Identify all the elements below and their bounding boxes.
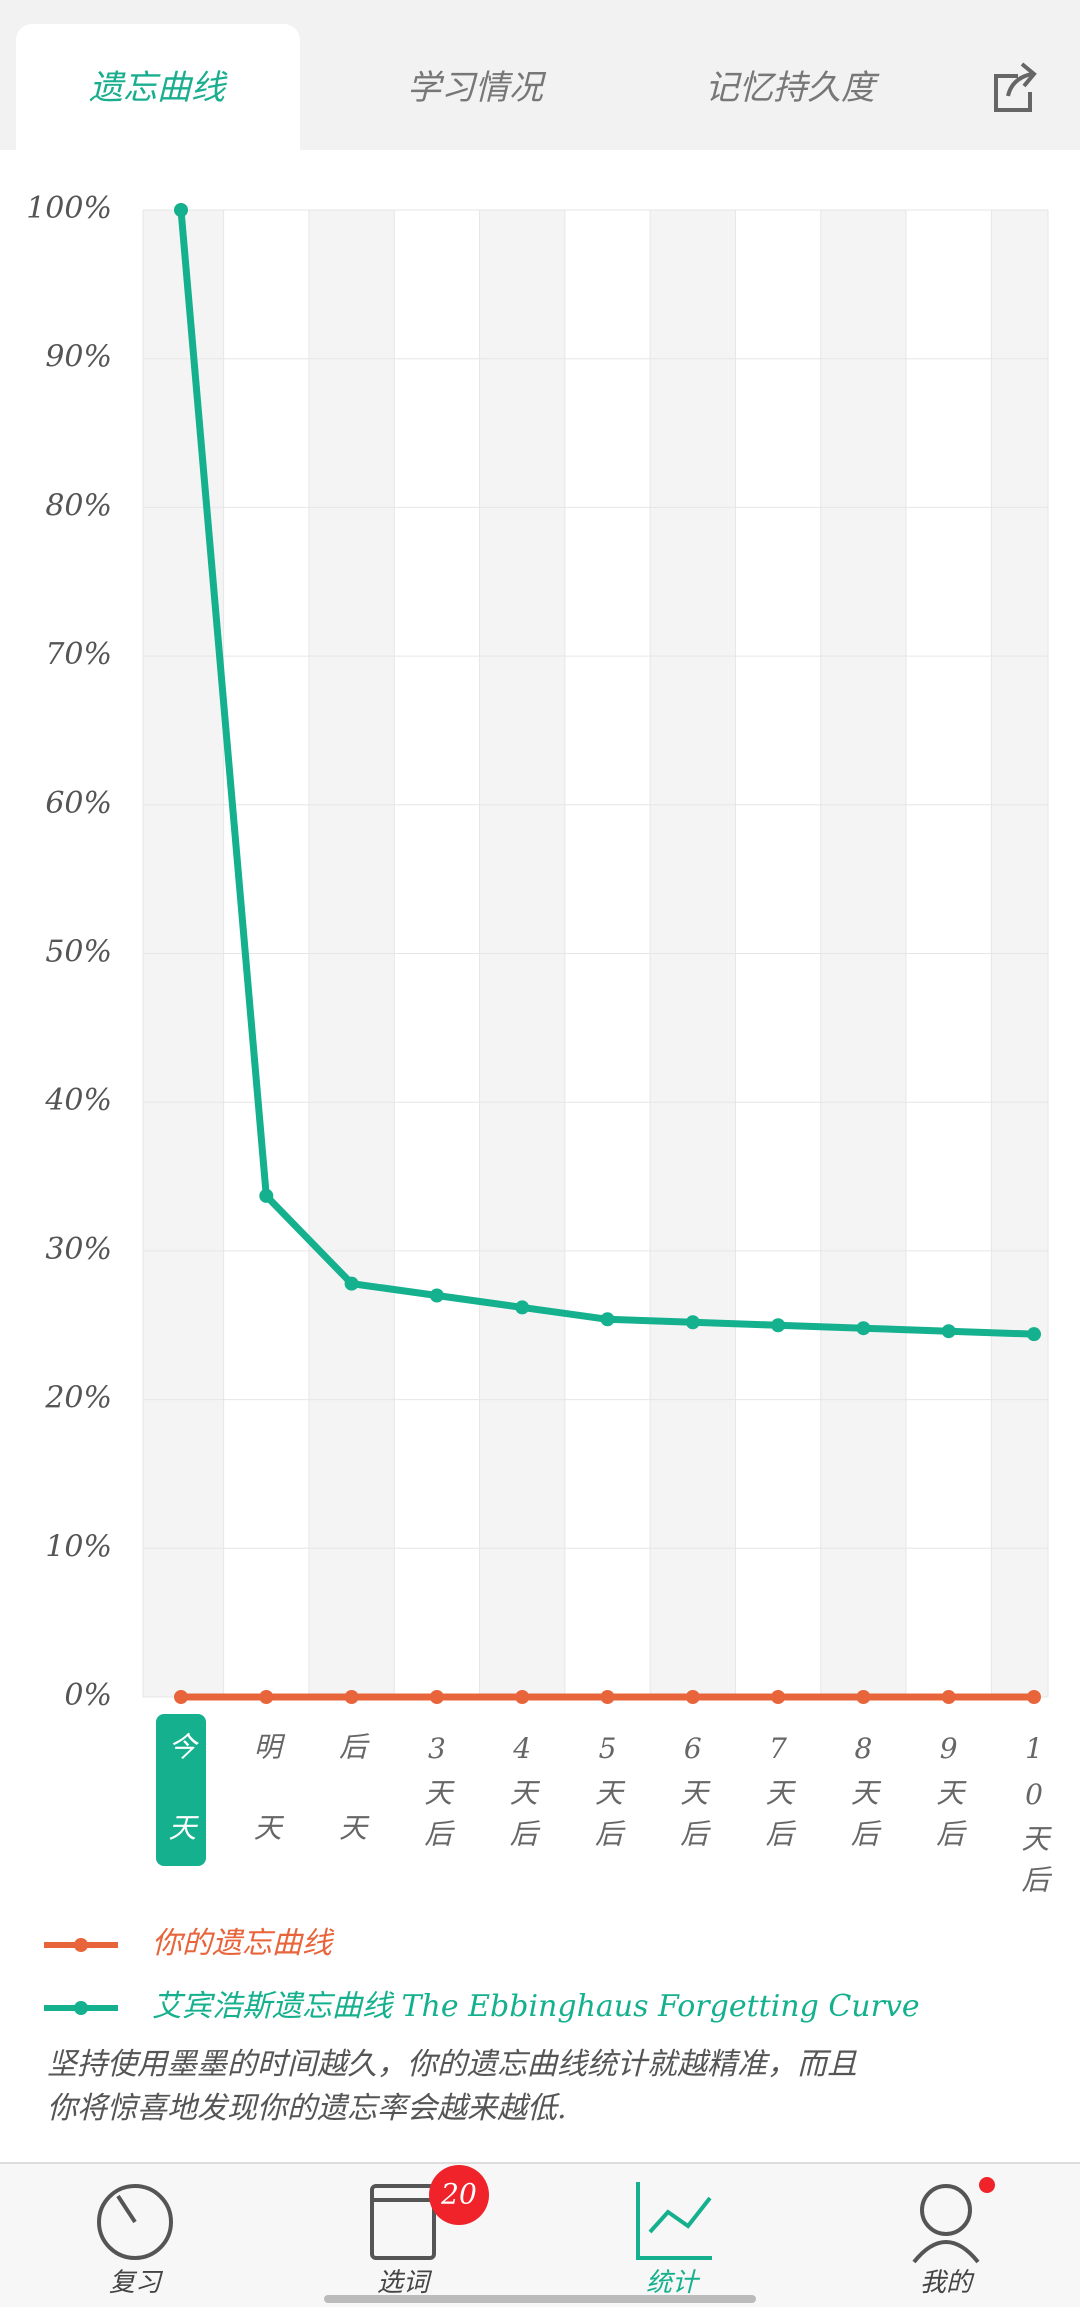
y-tick-label: 50% — [45, 935, 112, 970]
nav-icons — [97, 2182, 980, 2264]
point — [515, 1300, 530, 1315]
y-tick-label: 90% — [45, 340, 112, 375]
x-tick-label: 今天 — [165, 1732, 198, 1894]
point — [259, 1188, 274, 1203]
dot — [979, 2177, 995, 2193]
x-tick-label: 7天后 — [762, 1732, 795, 1860]
y-tick-label: 0% — [64, 1678, 112, 1713]
y-tick-label: 20% — [44, 1381, 112, 1416]
plot: 0% 10% 20% 30% 40% 50% 60% 70% 80% 90% 100% 今天 明天 后天 3… — [26, 191, 1050, 1906]
point — [429, 1690, 444, 1704]
x-tick-label: 8天后 — [847, 1732, 880, 1860]
point — [600, 1312, 615, 1327]
x-tick-label: 4天后 — [506, 1732, 539, 1860]
note: 坚持使用墨墨的时间越久，你的遗忘曲线统计就越精准，而且 — [47, 2047, 857, 2082]
legend-label: 你的遗忘曲线 — [152, 1926, 335, 1961]
point — [600, 1690, 615, 1704]
y-tick-label: 80% — [45, 488, 112, 523]
point — [685, 1315, 700, 1330]
tab[interactable]: 记忆持久度 — [705, 68, 880, 108]
legend-swatch — [74, 1938, 88, 1952]
x-tick-label: 9天后 — [932, 1732, 965, 1860]
x-tick-label: 5天后 — [591, 1732, 624, 1860]
point — [856, 1321, 871, 1336]
x-tick-label: 后天 — [335, 1732, 368, 1894]
point — [856, 1690, 871, 1704]
share-icon[interactable] — [994, 62, 1037, 112]
y-tick-label: 60% — [45, 786, 112, 821]
point — [1027, 1690, 1041, 1704]
point — [429, 1288, 444, 1303]
nav-label[interactable]: 统计 — [646, 2268, 701, 2298]
point — [174, 1690, 188, 1704]
point — [771, 1690, 786, 1704]
point — [1027, 1327, 1041, 1342]
x-tick-label: 明天 — [250, 1732, 283, 1894]
point — [344, 1690, 359, 1704]
point — [515, 1690, 530, 1704]
badge: 20 — [440, 2178, 477, 2211]
tab[interactable]: 学习情况 — [407, 68, 547, 108]
selected-category-bg — [156, 1714, 206, 1866]
point — [259, 1690, 274, 1704]
point — [941, 1690, 956, 1704]
y-tick-label: 10% — [45, 1529, 112, 1564]
x-tick-label: 3天后 — [420, 1732, 453, 1860]
nav-label[interactable]: 选词 — [377, 2268, 433, 2298]
y-tick-label: 30% — [45, 1232, 112, 1267]
point — [685, 1690, 700, 1704]
y-tick-label: 100% — [26, 191, 112, 226]
badge-bg — [429, 2165, 489, 2225]
point — [174, 203, 188, 217]
legend-swatch — [74, 2001, 88, 2015]
point — [771, 1318, 786, 1333]
point — [941, 1324, 956, 1339]
y-tick-label: 40% — [44, 1083, 112, 1118]
tab-selected-bg — [16, 24, 300, 164]
nav-label[interactable]: 复习 — [109, 2268, 164, 2298]
nav-label[interactable]: 我的 — [920, 2268, 975, 2298]
x-tick-label: 6天后 — [676, 1732, 709, 1860]
note: 你将惊喜地发现你的遗忘率会越来越低. — [47, 2091, 567, 2126]
home-indicator — [324, 2295, 756, 2303]
point — [344, 1276, 359, 1291]
x-tick-label: 10天后 — [1018, 1732, 1051, 1906]
legend-label: 艾宾浩斯遗忘曲线 The Ebbinghaus Forgetting Curve — [152, 1989, 920, 2024]
tab[interactable]: 遗忘曲线 — [89, 68, 228, 108]
y-tick-label: 70% — [45, 637, 112, 672]
nav-bar — [0, 2163, 1080, 2307]
